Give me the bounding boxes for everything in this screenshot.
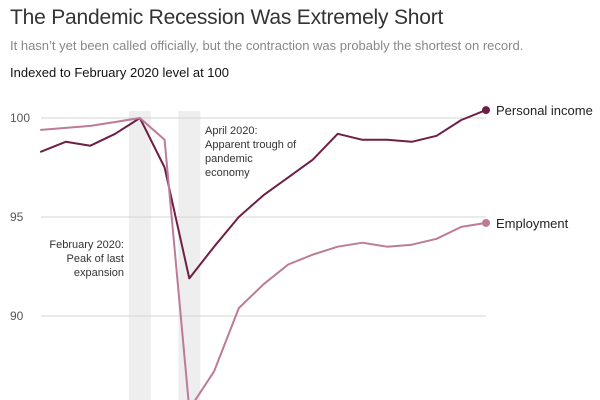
chart-subtitle: It hasn’t yet been called officially, bu… xyxy=(10,38,524,53)
series-label-personal-income: Personal income xyxy=(496,103,593,118)
shade-february-2020 xyxy=(128,111,151,400)
annotation-april-2020: April 2020: Apparent trough of pandemic eco… xyxy=(205,125,297,179)
data-point-personal-income-18 xyxy=(482,106,490,115)
series-line-personal-income xyxy=(40,109,487,280)
annotation-february-2020: February 2020: Peak of last expansion xyxy=(49,239,124,279)
series-line-employment xyxy=(40,117,487,400)
shade-april-2020 xyxy=(178,111,201,400)
y-tick-label-90: 90 xyxy=(10,309,24,323)
index-note: Indexed to February 2020 level at 100 xyxy=(10,65,229,80)
data-point-employment-18 xyxy=(482,218,490,227)
series-label-employment: Employment xyxy=(496,216,569,231)
y-tick-label-100: 100 xyxy=(10,111,30,125)
chart-title: The Pandemic Recession Was Extremely Sho… xyxy=(10,6,444,29)
y-tick-label-95: 95 xyxy=(10,210,24,224)
